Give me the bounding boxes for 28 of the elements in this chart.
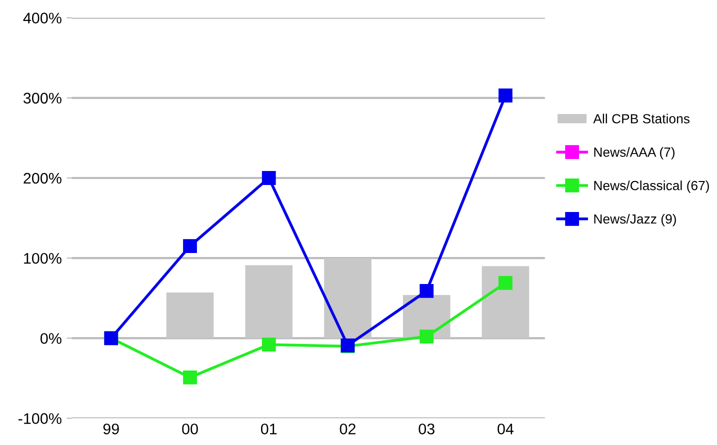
legend-label: All CPB Stations bbox=[593, 114, 690, 124]
x-tick-label: 04 bbox=[498, 424, 514, 434]
bar bbox=[245, 265, 293, 338]
point bbox=[420, 284, 434, 298]
x-tick-label: 03 bbox=[418, 424, 434, 434]
x-tick-label: 00 bbox=[182, 424, 198, 434]
point bbox=[420, 330, 434, 344]
point bbox=[498, 88, 512, 102]
x-tick-label: 02 bbox=[340, 424, 356, 434]
y-tick-label: 100% bbox=[24, 252, 62, 264]
point bbox=[498, 276, 512, 290]
y-tick-label: 300% bbox=[23, 92, 62, 104]
point bbox=[183, 370, 197, 384]
point bbox=[262, 338, 276, 352]
x-tick-label: 01 bbox=[260, 424, 277, 434]
y-tick-label: 200% bbox=[24, 172, 62, 184]
y-tick-label: 0% bbox=[40, 333, 62, 344]
legend-label: News/Jazz (9) bbox=[594, 214, 676, 226]
x-tick-label: 99 bbox=[103, 424, 119, 434]
bar bbox=[324, 258, 372, 338]
bar bbox=[482, 266, 530, 338]
point bbox=[262, 171, 276, 185]
y-tick-label: 400% bbox=[23, 12, 62, 24]
y-tick-label: -100% bbox=[18, 413, 62, 424]
legend-label: News/Classical (67) bbox=[594, 180, 709, 193]
bar bbox=[166, 292, 214, 338]
legend-label: News/AAA (7) bbox=[594, 147, 674, 160]
point bbox=[183, 239, 197, 254]
